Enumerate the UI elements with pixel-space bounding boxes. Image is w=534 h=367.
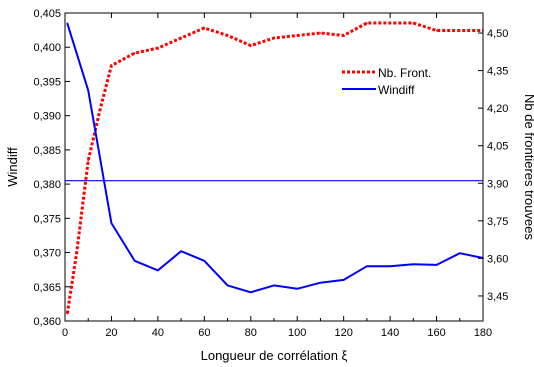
- data-point-nb-front: [203, 27, 206, 29]
- legend-label-nb-front: Nb. Front.: [378, 66, 431, 80]
- x-axis-label: Longueur de corrélation ξ: [201, 348, 348, 363]
- data-point-nb-front: [180, 37, 182, 39]
- data-point-nb-front: [459, 29, 461, 32]
- y-right-tick-label: 4,05: [487, 141, 508, 153]
- data-point-windiff: [366, 265, 368, 268]
- data-point-windiff: [87, 89, 89, 92]
- data-point-nb-front: [412, 22, 415, 24]
- y-left-tick-label: 0,370: [33, 248, 61, 260]
- x-tick-label: 0: [62, 327, 68, 339]
- data-point-windiff: [226, 284, 229, 287]
- data-point-nb-front: [319, 32, 322, 34]
- data-point-windiff: [389, 265, 391, 268]
- data-point-windiff: [133, 260, 136, 262]
- data-point-nb-front: [435, 29, 438, 32]
- y-right-tick-label: 4,50: [487, 28, 508, 40]
- x-tick-label: 100: [288, 327, 306, 339]
- plot-frame: [64, 12, 484, 322]
- y-left-tick-label: 0,375: [33, 213, 61, 225]
- data-point-nb-front: [87, 159, 89, 162]
- y-right-tick-label: 4,20: [487, 103, 508, 115]
- data-point-nb-front: [296, 34, 299, 37]
- data-point-windiff: [296, 288, 299, 290]
- data-point-windiff: [250, 291, 252, 294]
- data-point-windiff: [66, 22, 69, 25]
- y-right-tick-label: 3,75: [487, 216, 508, 228]
- data-point-nb-front: [110, 64, 113, 67]
- data-point-nb-front: [389, 22, 391, 24]
- x-tick-label: 180: [474, 327, 492, 339]
- y-right-tick-label: 3,45: [487, 291, 508, 303]
- y-right-tick-label: 3,90: [487, 178, 508, 190]
- data-point-nb-front: [366, 22, 368, 24]
- y-right-tick-label: 4,35: [487, 66, 508, 78]
- data-point-windiff: [459, 252, 461, 254]
- data-point-windiff: [180, 250, 182, 252]
- data-point-windiff: [435, 264, 438, 266]
- data-point-windiff: [110, 222, 113, 224]
- data-point-nb-front: [226, 34, 229, 37]
- data-point-windiff: [342, 279, 345, 281]
- y-left-tick-label: 0,390: [33, 111, 61, 123]
- x-tick-label: 40: [152, 327, 164, 339]
- y-left-tick-label: 0,365: [33, 282, 61, 294]
- x-tick-label: 60: [198, 327, 210, 339]
- data-point-windiff: [319, 281, 322, 284]
- y-left-tick-label: 0,405: [33, 8, 61, 20]
- data-point-nb-front: [342, 34, 345, 37]
- data-point-nb-front: [75, 252, 78, 255]
- x-tick-label: 80: [245, 327, 257, 339]
- y-left-tick-label: 0,395: [33, 76, 61, 88]
- data-point-windiff: [412, 263, 415, 266]
- x-tick-label: 160: [427, 327, 445, 339]
- y-left-tick-label: 0,400: [33, 42, 61, 54]
- x-tick-label: 140: [381, 327, 399, 339]
- y-left-tick-label: 0,360: [33, 316, 61, 328]
- legend: Nb. Front. Windiff: [342, 66, 431, 97]
- data-point-nb-front: [99, 109, 101, 112]
- y-axis-left-label: Windiff: [5, 147, 20, 187]
- y-left-tick-label: 0,380: [33, 179, 61, 191]
- y-axis-right-label: Nb de frontieres trouvees: [522, 94, 534, 240]
- legend-label-windiff: Windiff: [378, 83, 415, 97]
- data-point-windiff: [203, 260, 206, 262]
- x-tick-label: 120: [334, 327, 352, 339]
- data-point-nb-front: [157, 47, 159, 49]
- y-right-tick-label: 3,60: [487, 253, 508, 265]
- data-point-windiff: [273, 284, 275, 287]
- data-point-windiff: [157, 269, 159, 272]
- data-point-nb-front: [250, 44, 252, 47]
- y-left-tick-label: 0,385: [33, 145, 61, 157]
- data-point-nb-front: [133, 52, 136, 54]
- x-tick-label: 20: [105, 327, 117, 339]
- data-point-nb-front: [273, 37, 275, 39]
- data-point-nb-front: [66, 312, 69, 315]
- series-line-windiff: [66, 23, 484, 294]
